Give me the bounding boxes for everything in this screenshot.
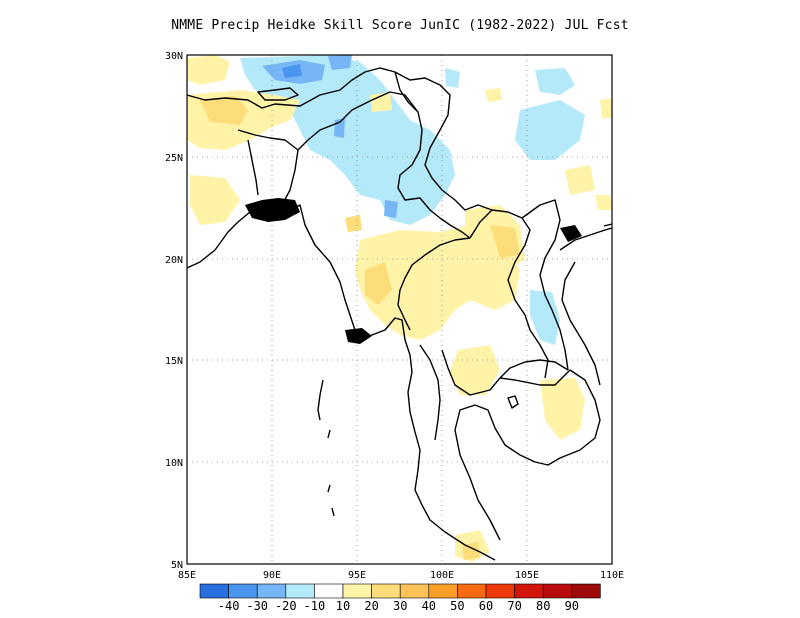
chart-title: NMME Precip Heidke Skill Score JunIC (19… <box>171 18 629 33</box>
delta-coastline-detail <box>245 198 582 344</box>
nicobar-islands <box>327 484 335 517</box>
shade-yellow-20b <box>365 262 392 305</box>
lat-label-15n: 15N <box>165 356 183 367</box>
shade-blue-east <box>530 290 560 345</box>
colorbar-swatch <box>399 583 430 599</box>
shade-blue-ne1 <box>535 68 575 95</box>
lon-label-105e: 105E <box>515 570 539 581</box>
lat-label-20n: 20N <box>165 255 183 266</box>
coastlines-borders <box>187 67 612 561</box>
shade-yellow-mid <box>450 345 500 395</box>
colorbar-label: 20 <box>364 599 378 613</box>
latitude-labels: 30N 25N 20N 15N 10N 5N <box>165 51 183 571</box>
coastline-gulf-of-thailand <box>441 349 601 541</box>
colorbar-swatch <box>542 583 573 599</box>
colorbar-label: -30 <box>246 599 268 613</box>
border-india-nepal <box>187 67 419 113</box>
lon-label-110e: 110E <box>600 570 624 581</box>
shade-yellow-nw <box>187 55 230 85</box>
lon-label-100e: 100E <box>430 570 454 581</box>
border-thailand-laos <box>469 209 549 379</box>
colorbar-label: 90 <box>565 599 579 613</box>
border-bangladesh <box>237 129 299 206</box>
colorbar-swatch <box>314 583 344 599</box>
colorbar-swatch <box>428 583 458 599</box>
map-gridlines <box>187 55 612 564</box>
shade-yellow-n3 <box>485 88 502 102</box>
lat-label-25n: 25N <box>165 153 183 164</box>
shade-blue-north <box>240 55 455 225</box>
border-myanmar-thailand <box>397 237 471 441</box>
colorbar: -40 -30 -20 -10 10 20 30 40 50 60 70 80 90 <box>199 583 601 613</box>
shade-yellow-20a <box>200 96 248 125</box>
colorbar-label: 50 <box>450 599 464 613</box>
border-laos-vietnam <box>521 199 569 371</box>
border-cambodia <box>499 359 569 379</box>
shade-yellow-se <box>540 378 585 440</box>
andaman-islands <box>317 379 331 439</box>
colorbar-swatch <box>285 583 315 599</box>
shade-yellow-e2 <box>600 98 612 118</box>
lat-label-30n: 30N <box>165 51 183 62</box>
colorbar-swatch <box>256 583 287 599</box>
border-bhutan <box>257 87 299 101</box>
lon-label-85e: 85E <box>178 570 196 581</box>
lat-label-5n: 5N <box>171 560 183 571</box>
colorbar-swatch <box>371 583 401 599</box>
colorbar-label: -10 <box>304 599 326 613</box>
shade-blue-20d <box>384 200 398 218</box>
colorbar-label: 60 <box>479 599 493 613</box>
shade-yellow-20d <box>462 542 480 560</box>
shade-blue-ne2 <box>515 100 585 160</box>
colorbar-swatch <box>514 583 544 599</box>
colorbar-label: 70 <box>507 599 521 613</box>
lake-tonle-sap <box>507 395 519 409</box>
shade-blue-ne3 <box>445 68 460 88</box>
map-frame <box>186 54 613 565</box>
shade-blue-20b <box>328 55 352 70</box>
border-myanmar-india <box>297 91 471 239</box>
border-china <box>394 71 493 211</box>
shade-yellow-n2 <box>370 92 392 112</box>
coastline-vietnam <box>559 227 612 386</box>
colorbar-label: 30 <box>393 599 407 613</box>
colorbar-swatch <box>571 583 601 599</box>
shade-blue-20c <box>334 118 345 138</box>
shade-yellow-20e <box>345 215 362 232</box>
shade-yellow-e1 <box>565 165 595 195</box>
colorbar-swatch <box>342 583 372 599</box>
colorbar-label: 10 <box>336 599 350 613</box>
colorbar-label: -20 <box>275 599 297 613</box>
colorbar-swatch <box>485 583 515 599</box>
shade-yellow-20c <box>490 225 520 258</box>
longitude-labels: 85E 90E 95E 100E 105E 110E <box>178 570 624 581</box>
lat-label-10n: 10N <box>165 458 183 469</box>
shade-blue-30 <box>282 64 302 78</box>
lon-label-95e: 95E <box>348 570 366 581</box>
colorbar-label: -40 <box>218 599 240 613</box>
shade-yellow-w2 <box>190 175 240 225</box>
skill-score-shading <box>187 55 612 562</box>
colorbar-swatch <box>199 583 229 599</box>
lon-label-90e: 90E <box>263 570 281 581</box>
colorbar-label: 40 <box>422 599 436 613</box>
colorbar-swatch <box>457 583 487 599</box>
colorbar-swatch <box>228 583 258 599</box>
hainan-area <box>603 223 612 227</box>
colorbar-label: 80 <box>536 599 550 613</box>
shade-yellow-e3 <box>595 195 612 210</box>
